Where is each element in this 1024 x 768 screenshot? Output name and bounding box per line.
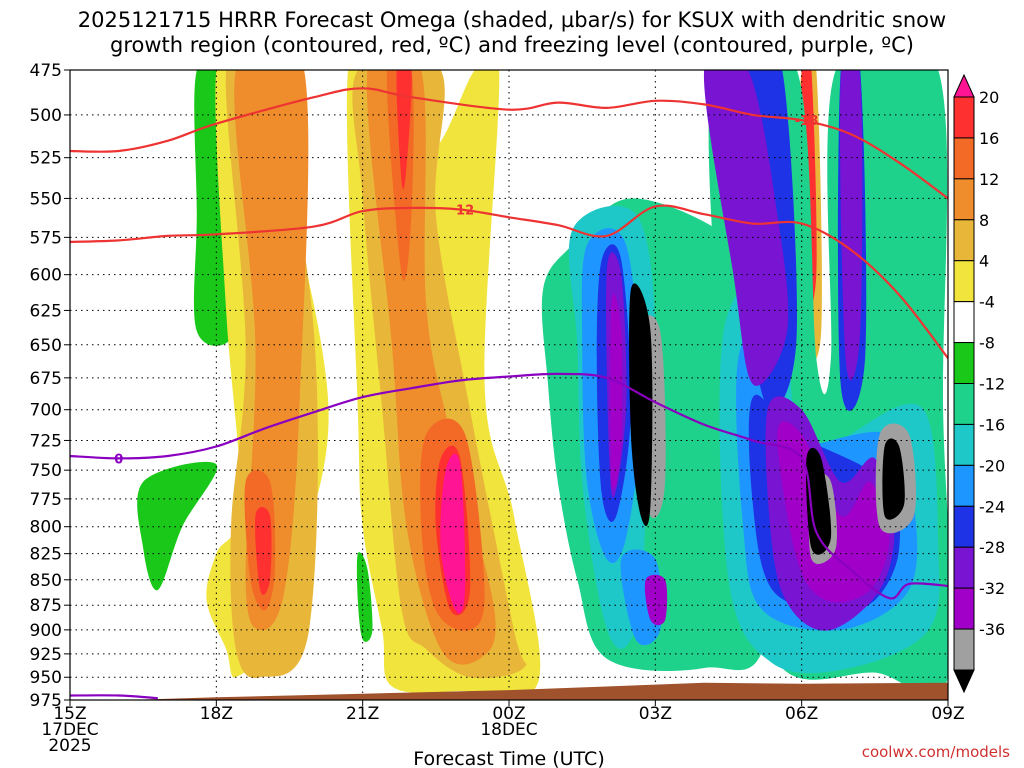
y-tick-label: 550 — [30, 189, 62, 209]
title-line-2: growth region (contoured, red, ºC) and f… — [110, 33, 914, 57]
omega-shading — [137, 70, 948, 698]
colorbar-label: 4 — [979, 252, 989, 271]
chart-title: 2025121715 HRRR Forecast Omega (shaded, … — [0, 8, 1024, 58]
contour-label: 12 — [456, 204, 474, 219]
y-tick-label: 600 — [30, 266, 62, 286]
grid — [70, 70, 948, 700]
omega-region — [440, 453, 466, 614]
colorbar-label: -4 — [979, 293, 995, 312]
colorbar-bin — [953, 342, 975, 385]
y-axis-ticks: 475 500 525 550 575 600 625 650 675 700 725 750 775 8… — [30, 61, 70, 711]
x-axis-label: Forecast Time (UTC) — [413, 748, 604, 768]
y-tick-label: 625 — [30, 301, 62, 321]
colorbar-label: -20 — [979, 456, 1005, 475]
omega-region — [356, 552, 373, 642]
omega-region — [644, 574, 668, 626]
x-tick-label: 17DEC — [41, 720, 98, 740]
colorbar-bin — [953, 219, 975, 262]
y-tick-label: 875 — [30, 596, 62, 616]
colorbar-cap-bottom — [953, 669, 975, 694]
y-tick-label: 975 — [30, 691, 62, 711]
colorbar-label: -8 — [979, 334, 995, 353]
y-tick-label: 725 — [30, 431, 62, 451]
colorbar-bin — [953, 178, 975, 221]
colorbar-bin — [953, 505, 975, 548]
y-tick-label: 775 — [30, 490, 62, 510]
colorbar-bin — [953, 383, 975, 425]
omega-region — [882, 438, 905, 520]
colorbar-label: 12 — [979, 170, 999, 189]
colorbar-bin — [953, 546, 975, 589]
colorbar-bin — [953, 464, 975, 507]
contour-line — [70, 87, 948, 200]
terrain-fill — [70, 682, 948, 700]
terrain — [70, 682, 948, 700]
surface-freezing-line — [70, 694, 158, 700]
x-tick-label: 00Z — [492, 704, 525, 724]
omega-region — [703, 70, 789, 386]
x-tick-label: 18DEC — [480, 720, 537, 740]
colorbar-label: -32 — [979, 579, 1005, 598]
omega-region — [629, 283, 653, 527]
y-tick-label: 800 — [30, 518, 62, 538]
x-tick-label: 2025 — [48, 736, 91, 756]
colorbar-label: 8 — [979, 211, 989, 230]
colorbar-bin — [953, 587, 975, 630]
colorbar-bin — [953, 628, 975, 671]
contours: -18 12 0 — [70, 87, 948, 700]
colorbar-bin — [953, 301, 975, 344]
x-tick-label: 21Z — [346, 704, 379, 724]
colorbar-label: -24 — [979, 497, 1005, 516]
omega-region — [254, 507, 272, 595]
x-tick-label: 15Z — [53, 704, 86, 724]
colorbar-label: -12 — [979, 375, 1005, 394]
omega-region — [806, 447, 832, 555]
colorbar-label: 20 — [979, 88, 999, 107]
y-tick-label: 750 — [30, 461, 62, 481]
x-tick-label: 06Z — [785, 704, 818, 724]
colorbar-bin — [953, 96, 975, 139]
title-line-1: 2025121715 HRRR Forecast Omega (shaded, … — [77, 8, 947, 32]
y-tick-label: 475 — [30, 61, 62, 81]
colorbar-label: -28 — [979, 538, 1005, 557]
colorbar-label: 16 — [979, 129, 999, 148]
y-tick-label: 850 — [30, 571, 62, 591]
colorbar-cap-top — [953, 73, 975, 98]
y-tick-label: 650 — [30, 336, 62, 356]
y-tick-label: 675 — [30, 369, 62, 389]
omega-region — [396, 70, 412, 190]
y-tick-label: 825 — [30, 545, 62, 565]
credit-link[interactable]: coolwx.com/models — [861, 743, 1010, 761]
x-tick-label: 09Z — [931, 704, 964, 724]
colorbar-label: -16 — [979, 415, 1005, 434]
y-tick-label: 575 — [30, 228, 62, 248]
y-tick-label: 925 — [30, 645, 62, 665]
y-tick-label: 700 — [30, 401, 62, 421]
omega-region — [610, 293, 623, 490]
y-tick-label: 500 — [30, 106, 62, 126]
colorbar-bin — [953, 260, 975, 303]
contour-line — [70, 372, 948, 600]
x-tick-label: 18Z — [200, 704, 233, 724]
y-tick-label: 950 — [30, 668, 62, 688]
colorbar-bin — [953, 137, 975, 180]
contour-label: -18 — [795, 114, 819, 129]
contour-label: 0 — [114, 452, 123, 467]
x-tick-label: 03Z — [639, 704, 672, 724]
contour-line — [70, 204, 948, 359]
colorbar-bin — [953, 423, 975, 466]
y-tick-label: 900 — [30, 621, 62, 641]
colorbar-label: -36 — [979, 620, 1005, 639]
y-tick-label: 525 — [30, 149, 62, 169]
omega-region — [137, 461, 218, 591]
colorbar: 20 16 12 8 4 -4 -8 -12 -16 -20 -24 -28 -32 -36 — [953, 73, 1005, 694]
omega-region — [839, 70, 863, 381]
